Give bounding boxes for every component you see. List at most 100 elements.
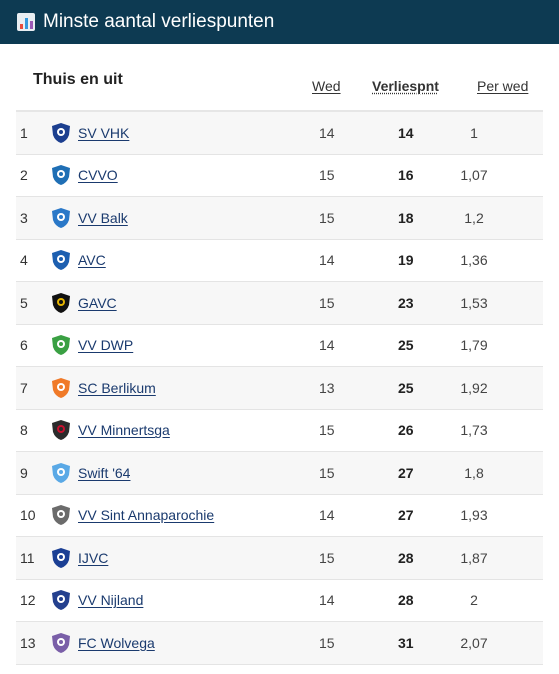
club-logo-icon[interactable] xyxy=(50,419,72,441)
per-match-value: 1,07 xyxy=(460,167,488,184)
club-logo-icon[interactable] xyxy=(50,462,72,484)
per-match-value: 1,8 xyxy=(464,464,484,481)
per-match-value: 1 xyxy=(470,124,478,141)
played-value: 14 xyxy=(319,252,335,269)
club-logo-icon[interactable] xyxy=(50,334,72,356)
table-row: 12 VV Nijland 14 28 2 xyxy=(16,580,543,622)
played-value: 14 xyxy=(319,592,335,609)
played-value: 15 xyxy=(319,294,335,311)
position: 11 xyxy=(20,549,35,566)
played-value: 14 xyxy=(319,337,335,354)
lost-points-value: 18 xyxy=(398,209,414,226)
lost-points-value: 26 xyxy=(398,422,414,439)
column-header-lost-points[interactable]: Verliespnt xyxy=(372,78,439,94)
lost-points-value: 28 xyxy=(398,549,414,566)
played-value: 15 xyxy=(319,209,335,226)
table-row: 6 VV DWP 14 25 1,79 xyxy=(16,325,543,367)
played-value: 15 xyxy=(319,464,335,481)
played-value: 15 xyxy=(319,549,335,566)
team-link[interactable]: FC Wolvega xyxy=(78,634,155,651)
played-value: 15 xyxy=(319,422,335,439)
position: 5 xyxy=(20,294,28,311)
table-row: 7 SC Berlikum 13 25 1,92 xyxy=(16,367,543,410)
position: 9 xyxy=(20,464,28,481)
club-logo-icon[interactable] xyxy=(50,249,72,271)
played-value: 13 xyxy=(319,379,335,396)
table-row: 1 SV VHK 14 14 1 xyxy=(16,112,543,155)
lost-points-value: 27 xyxy=(398,464,414,481)
lost-points-value: 28 xyxy=(398,592,414,609)
team-link[interactable]: VV Minnertsga xyxy=(78,422,170,439)
per-match-value: 1,92 xyxy=(460,379,488,396)
position: 3 xyxy=(20,209,28,226)
team-link[interactable]: VV Balk xyxy=(78,209,128,226)
per-match-value: 1,87 xyxy=(460,549,488,566)
table-body: 1 SV VHK 14 14 1 2 CVVO 15 16 1,07 3 VV Balk 15 18 1,2… xyxy=(16,112,543,665)
team-link[interactable]: CVVO xyxy=(78,167,118,184)
position: 13 xyxy=(20,634,36,651)
position: 10 xyxy=(20,507,36,524)
team-link[interactable]: IJVC xyxy=(78,549,109,566)
table-row: 3 VV Balk 15 18 1,2 xyxy=(16,197,543,240)
club-logo-icon[interactable] xyxy=(50,589,72,611)
per-match-value: 1,79 xyxy=(460,337,488,354)
club-logo-icon[interactable] xyxy=(50,547,72,569)
lost-points-value: 25 xyxy=(398,337,414,354)
lost-points-value: 16 xyxy=(398,167,414,184)
position: 8 xyxy=(20,422,28,439)
lost-points-value: 14 xyxy=(398,124,414,141)
table-row: 8 VV Minnertsga 15 26 1,73 xyxy=(16,410,543,452)
per-match-value: 2 xyxy=(470,592,478,609)
bar-chart-icon xyxy=(17,13,35,31)
team-link[interactable]: SV VHK xyxy=(78,124,130,141)
table-header: Thuis en uit Wed Verliespnt Per wed xyxy=(16,44,543,112)
lost-points-value: 19 xyxy=(398,252,414,269)
team-link[interactable]: AVC xyxy=(78,252,106,269)
per-match-value: 1,36 xyxy=(460,252,488,269)
table-row: 11 IJVC 15 28 1,87 xyxy=(16,537,543,580)
club-logo-icon[interactable] xyxy=(50,377,72,399)
table-row: 4 AVC 14 19 1,36 xyxy=(16,240,543,282)
played-value: 15 xyxy=(319,634,335,651)
per-match-value: 1,2 xyxy=(464,209,484,226)
position: 2 xyxy=(20,167,28,184)
scope-label: Thuis en uit xyxy=(33,71,123,88)
per-match-value: 1,73 xyxy=(460,422,488,439)
position: 1 xyxy=(20,124,28,141)
club-logo-icon[interactable] xyxy=(50,632,72,654)
lost-points-value: 31 xyxy=(398,634,414,651)
played-value: 14 xyxy=(319,124,335,141)
club-logo-icon[interactable] xyxy=(50,207,72,229)
position: 7 xyxy=(20,379,28,396)
per-match-value: 1,93 xyxy=(460,507,488,524)
position: 6 xyxy=(20,337,28,354)
per-match-value: 2,07 xyxy=(460,634,488,651)
page-title: Minste aantal verliespunten xyxy=(43,11,275,32)
table-row: 5 GAVC 15 23 1,53 xyxy=(16,282,543,325)
team-link[interactable]: SC Berlikum xyxy=(78,379,156,396)
lost-points-value: 25 xyxy=(398,379,414,396)
team-link[interactable]: VV Nijland xyxy=(78,592,144,609)
table-row: 2 CVVO 15 16 1,07 xyxy=(16,155,543,197)
lost-points-value: 23 xyxy=(398,294,414,311)
club-logo-icon[interactable] xyxy=(50,122,72,144)
team-link[interactable]: Swift '64 xyxy=(78,464,131,481)
played-value: 14 xyxy=(319,507,335,524)
team-link[interactable]: GAVC xyxy=(78,294,117,311)
per-match-value: 1,53 xyxy=(460,294,488,311)
played-value: 15 xyxy=(319,167,335,184)
team-link[interactable]: VV DWP xyxy=(78,337,134,354)
position: 4 xyxy=(20,252,28,269)
table-row: 13 FC Wolvega 15 31 2,07 xyxy=(16,622,543,665)
column-header-played[interactable]: Wed xyxy=(312,78,341,94)
column-header-per-match[interactable]: Per wed xyxy=(477,78,529,94)
club-logo-icon[interactable] xyxy=(50,504,72,526)
standings-table: Thuis en uit Wed Verliespnt Per wed 1 SV … xyxy=(16,44,543,665)
table-row: 9 Swift '64 15 27 1,8 xyxy=(16,452,543,495)
table-row: 10 VV Sint Annaparochie 14 27 1,93 xyxy=(16,495,543,537)
club-logo-icon[interactable] xyxy=(50,164,72,186)
club-logo-icon[interactable] xyxy=(50,292,72,314)
lost-points-value: 27 xyxy=(398,507,414,524)
team-link[interactable]: VV Sint Annaparochie xyxy=(78,507,215,524)
page-header: Minste aantal verliespunten xyxy=(0,0,559,44)
